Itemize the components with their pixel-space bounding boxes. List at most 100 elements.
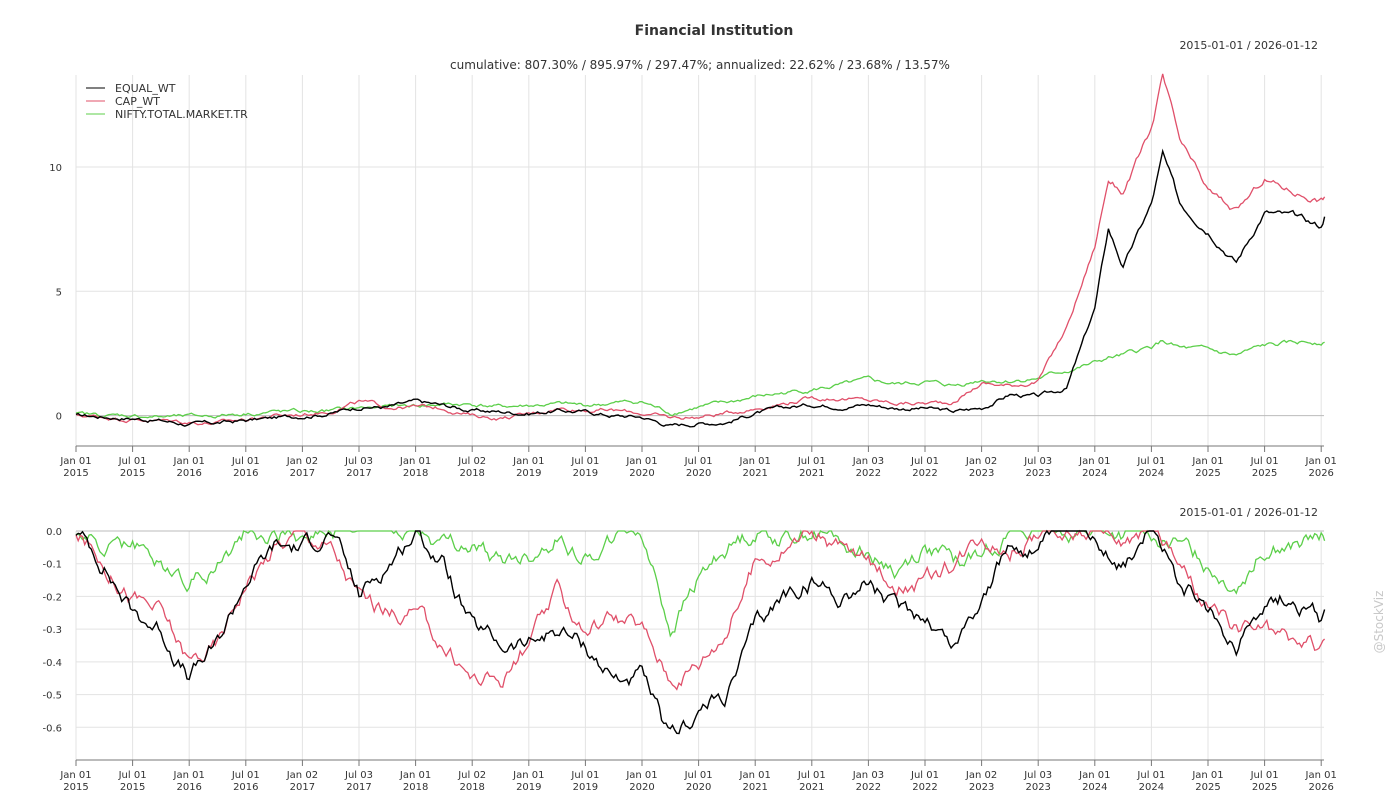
x-tick-label-year: 2019 xyxy=(573,782,598,793)
x-tick-label-year: 2017 xyxy=(290,468,315,479)
watermark: @StockViz xyxy=(1372,591,1386,654)
x-tick-label: Jul 02 xyxy=(457,770,486,781)
series-line-nifty-total-market-tr xyxy=(75,529,1326,638)
x-tick-label-year: 2023 xyxy=(969,468,994,479)
x-tick-label: Jul 01 xyxy=(1136,770,1165,781)
x-tick-label: Jul 01 xyxy=(118,456,147,467)
x-tick-label-year: 2023 xyxy=(1025,782,1050,793)
x-tick-label: Jan 01 xyxy=(399,770,431,781)
y-tick-label: 5 xyxy=(56,287,62,298)
y-tick-label: -0.4 xyxy=(42,658,62,669)
x-tick-label-year: 2016 xyxy=(233,782,258,793)
y-tick-label: -0.3 xyxy=(42,625,62,636)
x-tick-label: Jan 01 xyxy=(512,770,544,781)
x-tick-label: Jul 01 xyxy=(1250,456,1279,467)
x-tick-label-year: 2026 xyxy=(1308,468,1333,479)
x-tick-label-year: 2023 xyxy=(969,782,994,793)
x-tick-label-year: 2018 xyxy=(403,468,428,479)
x-tick-label-year: 2015 xyxy=(63,468,88,479)
x-tick-label: Jan 01 xyxy=(1191,456,1223,467)
x-tick-label-year: 2017 xyxy=(290,782,315,793)
x-tick-label-year: 2018 xyxy=(459,782,484,793)
series-line-cap-wt xyxy=(75,529,1326,691)
legend-label-cap-wt: CAP_WT xyxy=(115,95,160,108)
x-tick-label-year: 2015 xyxy=(120,468,145,479)
y-tick-label: -0.1 xyxy=(42,560,62,571)
y-tick-label: 0 xyxy=(56,412,62,423)
x-tick-label-year: 2025 xyxy=(1195,468,1220,479)
x-tick-label-year: 2017 xyxy=(346,782,371,793)
x-tick-label: Jul 01 xyxy=(684,456,713,467)
x-tick-label-year: 2021 xyxy=(799,468,824,479)
x-tick-label: Jan 01 xyxy=(173,770,205,781)
x-tick-label-year: 2019 xyxy=(573,468,598,479)
x-tick-label: Jan 01 xyxy=(59,770,91,781)
x-tick-label-year: 2022 xyxy=(856,782,881,793)
top-date-range: 2015-01-01 / 2026-01-12 xyxy=(1179,39,1318,52)
x-tick-label-year: 2016 xyxy=(176,782,201,793)
x-tick-label: Jan 01 xyxy=(1191,770,1223,781)
x-tick-label: Jul 01 xyxy=(910,770,939,781)
legend: EQUAL_WT CAP_WT NIFTY.TOTAL.MARKET.TR xyxy=(86,82,248,121)
x-tick-label: Jan 01 xyxy=(625,456,657,467)
x-tick-label: Jan 01 xyxy=(173,456,205,467)
x-tick-label-year: 2019 xyxy=(516,782,541,793)
x-tick-label-year: 2024 xyxy=(1139,782,1164,793)
x-tick-label: Jan 01 xyxy=(1078,770,1110,781)
x-tick-label: Jan 02 xyxy=(965,456,997,467)
y-tick-label: -0.2 xyxy=(42,592,62,603)
x-tick-label: Jan 01 xyxy=(625,770,657,781)
x-tick-label: Jan 01 xyxy=(1305,770,1337,781)
y-tick-label: -0.5 xyxy=(42,691,62,702)
x-tick-label: Jul 03 xyxy=(344,456,373,467)
chart-title: Financial Institution xyxy=(635,23,794,39)
x-tick-label: Jul 01 xyxy=(118,770,147,781)
series-line-nifty-total-market-tr xyxy=(75,339,1325,419)
x-tick-label: Jan 01 xyxy=(1305,456,1337,467)
y-tick-label: 10 xyxy=(49,163,62,174)
x-tick-label: Jul 01 xyxy=(797,770,826,781)
x-tick-label: Jul 01 xyxy=(1136,456,1165,467)
x-tick-label: Jul 01 xyxy=(797,456,826,467)
x-tick-label: Jul 01 xyxy=(231,456,260,467)
x-tick-label-year: 2018 xyxy=(403,782,428,793)
x-tick-label-year: 2016 xyxy=(233,468,258,479)
x-tick-label-year: 2022 xyxy=(912,782,937,793)
x-tick-label: Jan 01 xyxy=(1078,456,1110,467)
x-tick-label-year: 2020 xyxy=(686,782,711,793)
x-tick-label-year: 2020 xyxy=(629,782,654,793)
series-line-equal-wt xyxy=(75,148,1326,428)
y-tick-label: 0.0 xyxy=(46,527,62,538)
x-tick-label-year: 2018 xyxy=(459,468,484,479)
x-tick-label-year: 2022 xyxy=(912,468,937,479)
chart-subtitle: cumulative: 807.30% / 895.97% / 297.47%;… xyxy=(450,58,950,72)
x-tick-label-year: 2022 xyxy=(856,468,881,479)
x-tick-label: Jan 01 xyxy=(739,770,771,781)
x-tick-label-year: 2024 xyxy=(1082,468,1107,479)
x-tick-label: Jan 03 xyxy=(852,456,884,467)
series-line-cap-wt xyxy=(75,73,1326,426)
x-tick-label: Jul 02 xyxy=(457,456,486,467)
x-tick-label: Jan 01 xyxy=(59,456,91,467)
x-tick-label: Jan 02 xyxy=(286,456,318,467)
x-tick-label-year: 2026 xyxy=(1308,782,1333,793)
x-tick-label-year: 2020 xyxy=(686,468,711,479)
series-line-equal-wt xyxy=(75,529,1326,735)
x-tick-label: Jan 01 xyxy=(512,456,544,467)
x-tick-label: Jan 02 xyxy=(965,770,997,781)
x-tick-label: Jul 01 xyxy=(570,770,599,781)
x-tick-label: Jul 01 xyxy=(1250,770,1279,781)
x-tick-label: Jul 01 xyxy=(570,456,599,467)
x-tick-label-year: 2017 xyxy=(346,468,371,479)
x-tick-label: Jan 03 xyxy=(852,770,884,781)
x-tick-label: Jul 03 xyxy=(1023,456,1052,467)
x-tick-label-year: 2024 xyxy=(1082,782,1107,793)
x-tick-label: Jul 01 xyxy=(231,770,260,781)
x-tick-label-year: 2021 xyxy=(799,782,824,793)
x-tick-label-year: 2024 xyxy=(1139,468,1164,479)
x-tick-label-year: 2015 xyxy=(63,782,88,793)
x-tick-label-year: 2025 xyxy=(1195,782,1220,793)
legend-label-nifty: NIFTY.TOTAL.MARKET.TR xyxy=(115,108,248,121)
